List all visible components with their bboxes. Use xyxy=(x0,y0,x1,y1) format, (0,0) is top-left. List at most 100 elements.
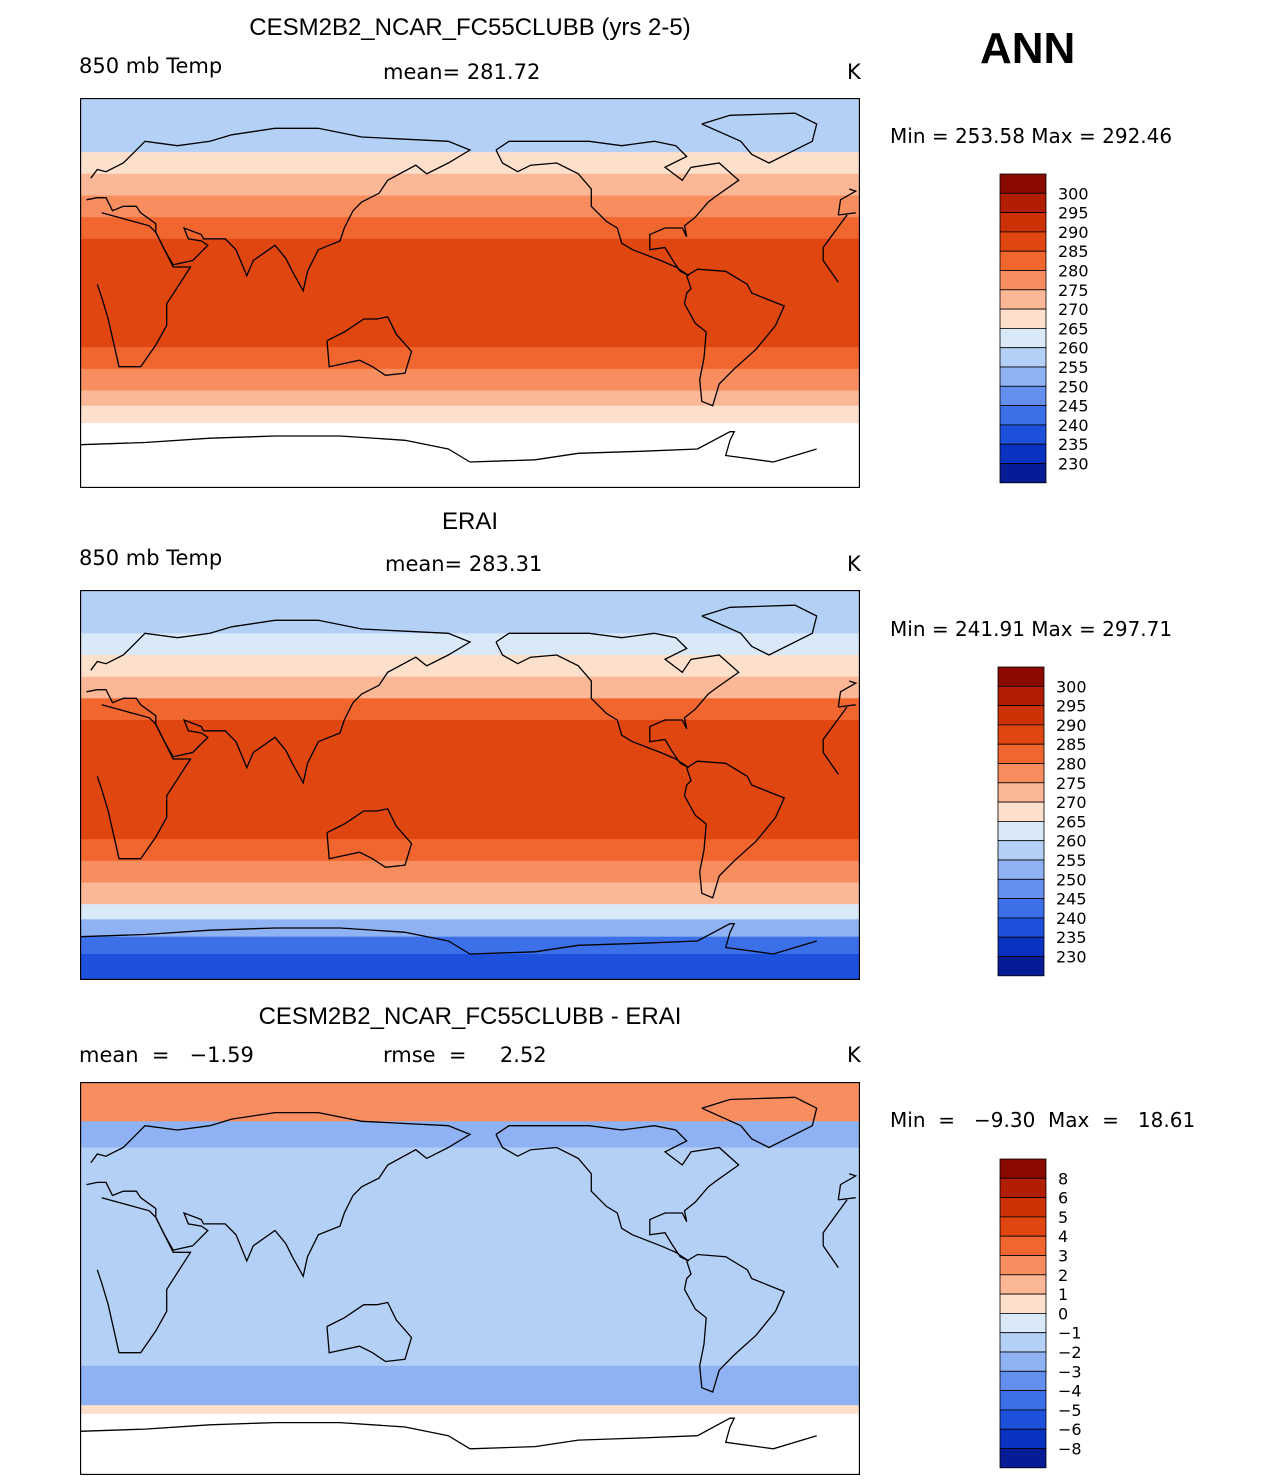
colorbar-tick-label: 260 xyxy=(1058,339,1089,358)
panel-title-obs: ERAI xyxy=(441,508,498,535)
temperature-band xyxy=(80,904,860,920)
colorbar-swatch xyxy=(999,231,1047,252)
colorbar-swatch xyxy=(997,878,1045,900)
coastline-path xyxy=(80,431,817,463)
panel-left-label-model: 850 mb Temp xyxy=(79,54,223,78)
coastline-path xyxy=(701,604,818,656)
coastlines xyxy=(80,112,858,463)
panel-title-diff: CESM2B2_NCAR_FC55CLUBB - ERAI xyxy=(258,1003,682,1030)
temperature-band xyxy=(80,954,860,980)
colorbar-swatch xyxy=(999,289,1047,310)
temperature-band xyxy=(80,1365,860,1406)
temperature-band xyxy=(80,1082,860,1122)
coastline-path xyxy=(326,808,413,868)
coastline-path xyxy=(495,632,740,769)
colorbar-tick-label: 255 xyxy=(1058,358,1089,377)
panel-units-diff: K xyxy=(847,1043,861,1067)
colorbar-swatch xyxy=(999,1197,1047,1218)
map-diff xyxy=(80,1082,860,1475)
colorbar-tick-label: −2 xyxy=(1058,1343,1082,1362)
coastline-path xyxy=(80,1417,817,1450)
map-model xyxy=(80,98,860,488)
temperature-band xyxy=(80,217,860,240)
colorbar-tick-label: 245 xyxy=(1058,397,1089,416)
temperature-band xyxy=(80,1405,860,1415)
colorbar-tick-label: 285 xyxy=(1056,735,1087,754)
colorbar-tick-label: 240 xyxy=(1056,909,1087,928)
coastline-path xyxy=(495,140,740,277)
colorbar-swatch xyxy=(999,192,1047,213)
panel-left-label-diff: mean = −1.59 xyxy=(79,1043,254,1067)
coastline-path xyxy=(683,760,786,899)
colorbar-obs: 3002952902852802752702652602552502452402… xyxy=(997,666,1087,977)
panel-title-model: CESM2B2_NCAR_FC55CLUBB (yrs 2-5) xyxy=(249,14,691,41)
colorbar-swatch xyxy=(999,385,1047,407)
map-frame xyxy=(80,590,860,980)
temperature-band xyxy=(80,238,860,348)
temperature-band xyxy=(80,1147,860,1236)
colorbar-swatch xyxy=(997,956,1045,977)
colorbar-tick-label: 1 xyxy=(1058,1285,1068,1304)
colorbar-tick-label: 270 xyxy=(1058,300,1089,319)
colorbar-tick-label: 250 xyxy=(1056,870,1087,889)
colorbar-model: 3002952902852802752702652602552502452402… xyxy=(999,173,1089,484)
colorbar-swatch xyxy=(999,1255,1047,1276)
season-label: ANN xyxy=(980,24,1076,73)
colorbar-tick-label: 235 xyxy=(1058,435,1089,454)
colorbar-swatch xyxy=(999,250,1047,271)
colorbar-tick-label: 0 xyxy=(1058,1304,1068,1323)
colorbar-tick-label: 245 xyxy=(1056,890,1087,909)
coastline-path xyxy=(80,923,817,955)
coastline-path xyxy=(86,127,858,293)
colorbar-swatch xyxy=(999,1177,1047,1198)
panel-minmax-obs: Min = 241.91 Max = 297.71 xyxy=(890,617,1173,641)
colorbar-tick-label: 295 xyxy=(1056,697,1087,716)
colorbar-swatch xyxy=(999,347,1047,368)
coastline-path xyxy=(326,316,413,376)
colorbar-tick-label: 300 xyxy=(1058,184,1089,203)
colorbar-tick-label: 290 xyxy=(1056,716,1087,735)
panel-center-label-diff: rmse = 2.52 xyxy=(383,1043,547,1067)
colorbar-tick-label: 280 xyxy=(1058,262,1089,281)
colorbar-swatch xyxy=(999,1448,1047,1469)
temperature-band xyxy=(80,390,860,407)
colorbar-swatch xyxy=(997,666,1045,687)
map-obs xyxy=(80,590,860,980)
colorbar-swatch xyxy=(997,801,1045,822)
temperature-band xyxy=(80,405,860,424)
colorbar-swatch xyxy=(997,685,1045,706)
temperature-band xyxy=(80,633,860,656)
map-frame xyxy=(80,98,860,488)
colorbar-tick-label: −4 xyxy=(1058,1382,1082,1401)
coastline-path xyxy=(683,268,786,407)
colorbar-swatch xyxy=(999,463,1047,484)
colorbar-tick-label: 275 xyxy=(1056,774,1087,793)
coastlines xyxy=(80,604,858,955)
colorbar-tick-label: −3 xyxy=(1058,1362,1082,1381)
temperature-band xyxy=(80,152,860,175)
colorbar-swatch xyxy=(999,1216,1047,1237)
coastline-path xyxy=(86,619,858,785)
colorbar-tick-label: 240 xyxy=(1058,416,1089,435)
colorbar-tick-label: −5 xyxy=(1058,1401,1082,1420)
colorbar-swatch xyxy=(997,743,1045,764)
panel-center-label-obs: mean= 283.31 xyxy=(385,552,543,576)
colorbar-tick-label: 260 xyxy=(1056,832,1087,851)
panel-center-label-model: mean= 281.72 xyxy=(383,60,541,84)
temperature-band xyxy=(80,839,860,862)
map-frame xyxy=(80,1082,860,1475)
colorbar-swatch xyxy=(997,724,1045,745)
temperature-band xyxy=(80,1234,860,1367)
temperature-band xyxy=(80,173,860,196)
colorbar-swatch xyxy=(997,705,1045,726)
colorbar-tick-label: 2 xyxy=(1058,1266,1068,1285)
colorbar-swatch xyxy=(999,366,1047,387)
colorbar-swatch xyxy=(999,1370,1047,1392)
temperature-band xyxy=(80,368,860,391)
temperature-band xyxy=(80,720,860,840)
temperature-band xyxy=(80,1413,860,1475)
coastline-path xyxy=(683,1253,786,1393)
colorbar-tick-label: 5 xyxy=(1058,1208,1068,1227)
temperature-band xyxy=(80,936,860,955)
